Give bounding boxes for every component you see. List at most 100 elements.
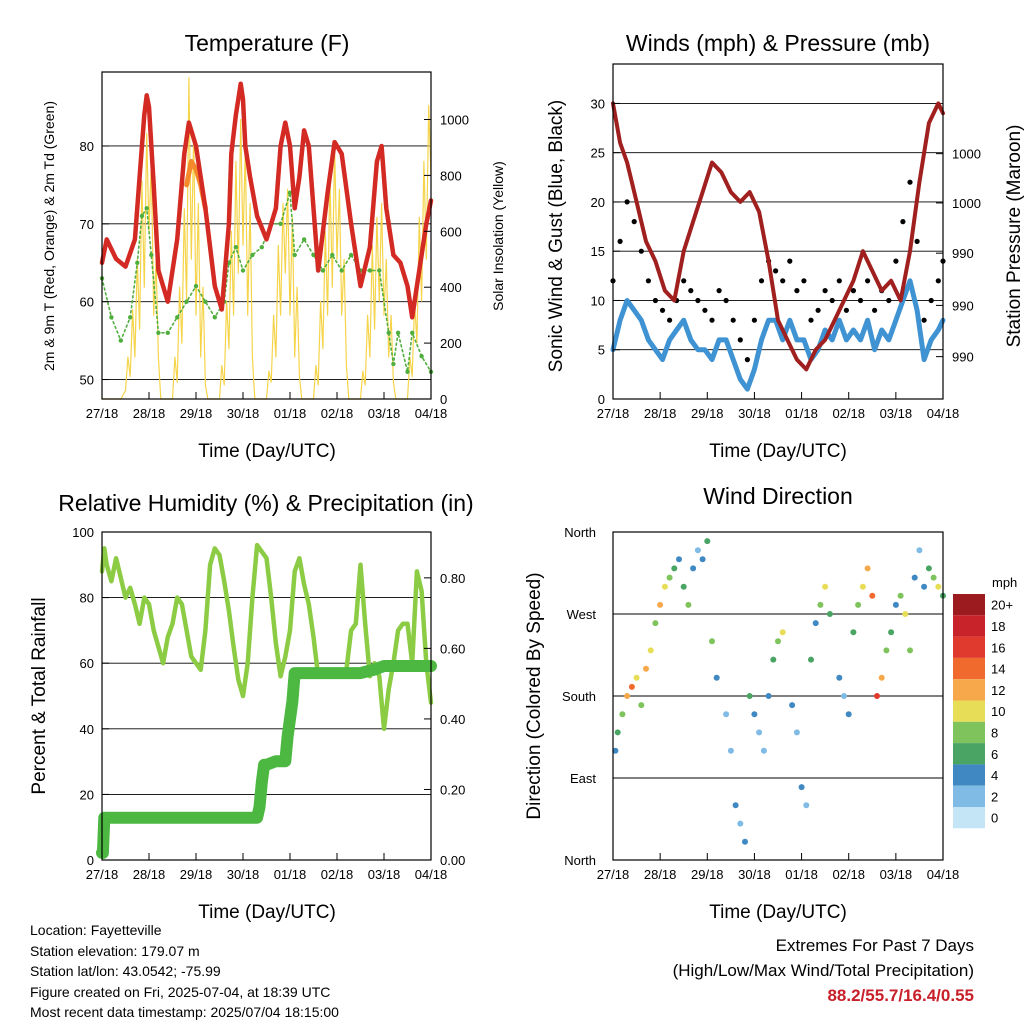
wind-gust-point — [780, 278, 786, 284]
direction-point — [751, 711, 758, 718]
y-right-tick-label: 990 — [952, 246, 974, 261]
direction-ylabel: Direction (Colored By Speed) — [524, 572, 545, 819]
time-tick-label: 03/18 — [368, 406, 401, 421]
direction-point — [845, 711, 852, 718]
direction-point — [746, 693, 753, 699]
wind-gust-point — [801, 278, 807, 284]
humidity-left-ticks: 0 20 40 60 80 100 — [72, 525, 109, 868]
direction-point — [897, 592, 904, 599]
direction-scatter — [612, 538, 946, 845]
time-tick-label: 29/18 — [691, 406, 724, 421]
wind-gust-point — [921, 317, 927, 323]
speed-color-legend: mph 20+ 18 16 14 12 10 8 6 4 2 0 — [953, 575, 1017, 829]
time-tick-label: 02/18 — [321, 406, 354, 421]
direction-point — [628, 683, 635, 690]
y-right-tick-label: 990 — [952, 298, 974, 313]
y-right-tick-label: 800 — [440, 168, 462, 183]
direction-point — [850, 629, 857, 636]
wind-gust-point — [886, 297, 892, 304]
y-right-tick-label: 0.00 — [440, 853, 465, 868]
direction-xlabel: Time (Day/UTC) — [709, 902, 847, 923]
direction-gridlines — [613, 613, 943, 779]
direction-point — [713, 674, 720, 681]
wind-gust-point — [850, 288, 857, 294]
y-right-tick-label: 200 — [440, 336, 462, 351]
wind-gust-point — [744, 357, 751, 363]
station-pressure-line — [611, 101, 945, 372]
wind-gust-point — [787, 258, 793, 264]
wind-gust-point — [688, 288, 694, 294]
time-tick-label: 28/18 — [133, 406, 166, 421]
direction-point — [727, 747, 734, 754]
direction-tick-label: South — [562, 689, 596, 704]
direction-point — [647, 647, 654, 654]
direction-point — [699, 556, 706, 563]
wind-gust-point — [631, 219, 637, 225]
direction-tick-label: North — [564, 853, 596, 868]
legend-label: 2 — [991, 789, 998, 804]
direction-point — [666, 574, 673, 581]
y-tick-label: 80 — [80, 591, 94, 606]
winds-xlabel: Time (Day/UTC) — [709, 441, 847, 462]
station-latlon: Station lat/lon: 43.0542; -75.99 — [30, 963, 221, 979]
direction-points — [612, 538, 946, 845]
y-right-tick-label: 400 — [440, 280, 462, 295]
sonic-wind-line — [610, 278, 946, 392]
time-tick-label: 28/18 — [133, 867, 166, 882]
time-tick-label: 28/18 — [644, 867, 677, 882]
relative-humidity-line — [99, 542, 434, 732]
legend-swatch — [953, 700, 985, 722]
humidity-time-ticks: 27/18 28/18 29/18 30/18 01/18 02/18 03/18 04/18 — [86, 853, 447, 882]
direction-point — [883, 647, 890, 654]
direction-point — [935, 583, 942, 590]
legend-label: 6 — [991, 747, 998, 762]
y-tick-label: 30 — [591, 96, 605, 111]
direction-point — [765, 693, 772, 699]
wind-gust-point — [808, 317, 814, 323]
y-right-tick-label: 0.40 — [440, 712, 465, 727]
direction-point — [874, 693, 880, 699]
direction-point — [694, 547, 701, 554]
winds-series — [610, 101, 946, 392]
extremes-values: 88.2/55.7/16.4/0.55 — [827, 986, 974, 1005]
time-tick-label: 02/18 — [832, 406, 865, 421]
time-tick-label: 30/18 — [227, 406, 260, 421]
wind-gust-point — [815, 307, 821, 313]
time-tick-label: 02/18 — [321, 867, 354, 882]
temperature-title: Temperature (F) — [185, 30, 350, 56]
direction-point — [619, 711, 626, 718]
direction-title: Wind Direction — [703, 483, 853, 509]
legend-label: 20+ — [991, 598, 1013, 613]
time-tick-label: 01/18 — [785, 406, 818, 421]
humidity-plot-frame — [101, 531, 432, 861]
humidity-ylabel: Percent & Total Rainfall — [29, 597, 50, 794]
y-right-tick-label: 0.80 — [440, 571, 465, 586]
pressure-ylabel: Station Pressure (Maroon) — [1004, 125, 1024, 348]
dewpoint-2m-line — [101, 191, 432, 373]
wind-gust-point — [659, 307, 666, 313]
time-tick-label: 30/18 — [738, 867, 771, 882]
time-tick-label: 04/18 — [927, 867, 960, 882]
time-tick-label: 01/18 — [785, 867, 818, 882]
direction-point — [704, 538, 711, 545]
direction-point — [826, 611, 833, 617]
station-location: Location: Fayetteville — [30, 922, 162, 938]
temperature-time-ticks: 27/18 28/18 29/18 30/18 01/18 02/18 03/18 04/18 — [86, 392, 447, 421]
y-right-tick-label: 1000 — [440, 113, 469, 128]
direction-point — [760, 747, 767, 754]
direction-point — [808, 656, 814, 663]
direction-point — [661, 583, 668, 590]
direction-point — [855, 601, 862, 608]
direction-point — [612, 747, 619, 754]
winds-time-ticks: 27/18 28/18 29/18 30/18 01/18 02/18 03/18 04/18 — [597, 392, 959, 421]
figure-created: Figure created on Fri, 2025-07-04, at 18… — [30, 983, 331, 1000]
wind-gust — [610, 179, 946, 363]
solar-ylabel: Solar Insolation (Yellow) — [490, 161, 506, 311]
y-right-tick-label: 1000 — [952, 147, 981, 162]
wind-gust-point — [907, 179, 913, 185]
legend-label: 8 — [991, 725, 998, 740]
winds-panel: Winds (mph) & Pressure (mb) 0 5 10 15 20 25 30… — [546, 30, 1024, 462]
direction-point — [822, 583, 829, 590]
wind-gust-point — [822, 288, 828, 294]
